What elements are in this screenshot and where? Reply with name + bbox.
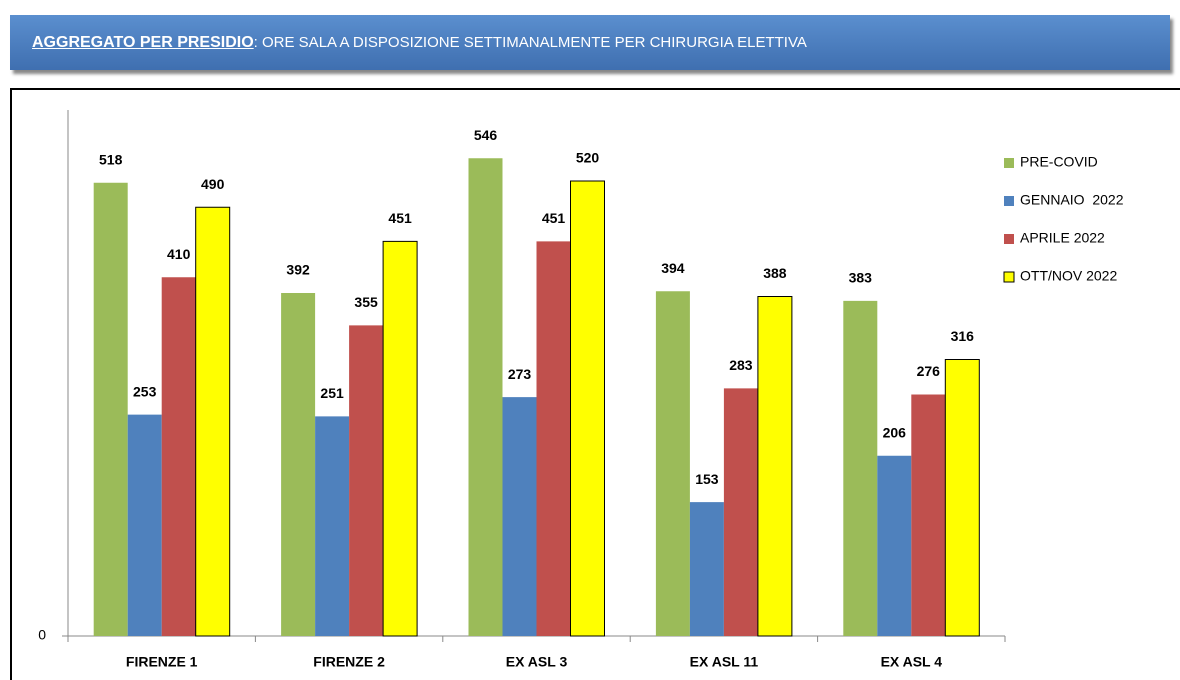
bar [757, 296, 793, 637]
data-label: 383 [849, 270, 873, 286]
bar [382, 240, 418, 637]
bar [843, 300, 878, 636]
x-tick-label: FIRENZE 1 [126, 654, 198, 670]
data-label: 392 [286, 262, 310, 278]
bar [536, 241, 571, 636]
data-label: 355 [354, 294, 378, 310]
data-label: 410 [167, 246, 191, 262]
x-tick-label: FIRENZE 2 [313, 654, 385, 670]
data-label: 520 [576, 150, 600, 166]
bar [468, 158, 503, 636]
legend-label: PRE-COVID [1020, 154, 1098, 170]
y-tick-label: 0 [38, 627, 46, 643]
data-label: 253 [133, 383, 157, 399]
data-label: 153 [695, 471, 719, 487]
data-label: 206 [883, 424, 907, 440]
data-label: 388 [763, 265, 787, 281]
data-label: 283 [729, 357, 753, 373]
bar [161, 277, 196, 636]
legend-swatch [1004, 196, 1014, 206]
legend-swatch [1003, 271, 1015, 283]
bar [281, 293, 316, 636]
data-label: 451 [388, 210, 412, 226]
data-label: 518 [99, 151, 123, 167]
bar [570, 180, 605, 637]
bar [195, 206, 231, 637]
chart-frame [10, 88, 1180, 680]
bar [349, 325, 384, 636]
data-label: 451 [542, 210, 566, 226]
bar [944, 359, 980, 637]
data-label: 316 [951, 328, 975, 344]
x-tick-label: EX ASL 4 [881, 654, 943, 670]
bar [315, 416, 350, 636]
data-label: 490 [201, 176, 225, 192]
data-label: 276 [917, 363, 941, 379]
data-label: 546 [474, 127, 498, 143]
legend-label: APRILE 2022 [1020, 230, 1105, 246]
legend-swatch [1004, 158, 1014, 168]
bar [127, 414, 162, 636]
data-label: 251 [320, 385, 344, 401]
title-rest: : ORE SALA A DISPOSIZIONE SETTIMANALMENT… [253, 34, 807, 51]
legend-label: OTT/NOV 2022 [1020, 268, 1117, 284]
bar [93, 182, 128, 636]
data-label: 273 [508, 366, 532, 382]
bar [723, 388, 758, 636]
legend-label: GENNAIO 2022 [1020, 192, 1124, 208]
x-tick-label: EX ASL 11 [690, 654, 759, 670]
title-banner: AGGREGATO PER PRESIDIO: ORE SALA A DISPO… [10, 15, 1170, 70]
bar [689, 502, 724, 636]
bar [655, 291, 690, 636]
bar [877, 455, 912, 636]
bar [911, 394, 946, 636]
legend-swatch [1004, 234, 1014, 244]
data-label: 394 [661, 260, 685, 276]
title-lead: AGGREGATO PER PRESIDIO [32, 34, 254, 51]
bar [502, 397, 537, 636]
x-tick-label: EX ASL 3 [506, 654, 568, 670]
